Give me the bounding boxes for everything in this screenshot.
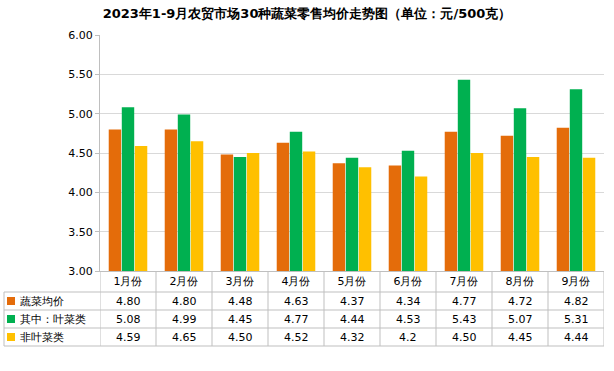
svg-text:4.50: 4.50 [68, 147, 93, 160]
svg-text:4.80: 4.80 [116, 295, 141, 308]
svg-text:4.63: 4.63 [284, 295, 309, 308]
svg-text:4月份: 4月份 [282, 275, 311, 288]
svg-text:4.82: 4.82 [564, 295, 589, 308]
svg-text:4.52: 4.52 [284, 331, 309, 344]
svg-text:9月份: 9月份 [562, 275, 591, 288]
svg-text:4.80: 4.80 [172, 295, 197, 308]
svg-text:5.00: 5.00 [68, 108, 93, 121]
svg-text:6.00: 6.00 [68, 29, 93, 42]
svg-text:4.44: 4.44 [340, 313, 365, 326]
svg-text:1月份: 1月份 [114, 275, 143, 288]
svg-text:8月份: 8月份 [506, 275, 535, 288]
svg-text:4.34: 4.34 [396, 295, 421, 308]
svg-text:蔬菜均价: 蔬菜均价 [20, 295, 64, 308]
svg-text:4.44: 4.44 [564, 331, 589, 344]
svg-text:4.00: 4.00 [68, 186, 93, 199]
svg-text:4.32: 4.32 [340, 331, 365, 344]
svg-text:4.2: 4.2 [399, 331, 417, 344]
svg-text:7月份: 7月份 [450, 275, 479, 288]
svg-text:5月份: 5月份 [338, 275, 367, 288]
svg-text:4.45: 4.45 [508, 331, 533, 344]
svg-text:2月份: 2月份 [170, 275, 199, 288]
svg-text:5.08: 5.08 [116, 313, 141, 326]
svg-text:4.45: 4.45 [228, 313, 253, 326]
svg-text:4.37: 4.37 [340, 295, 365, 308]
svg-text:4.77: 4.77 [452, 295, 477, 308]
svg-text:3.00: 3.00 [68, 265, 93, 278]
svg-text:6月份: 6月份 [394, 275, 423, 288]
svg-text:4.50: 4.50 [452, 331, 477, 344]
svg-text:4.59: 4.59 [116, 331, 141, 344]
svg-text:4.99: 4.99 [172, 313, 197, 326]
svg-text:3月份: 3月份 [226, 275, 255, 288]
svg-text:4.53: 4.53 [396, 313, 421, 326]
svg-text:3.50: 3.50 [68, 226, 93, 239]
svg-text:非叶菜类: 非叶菜类 [20, 331, 64, 344]
svg-text:4.50: 4.50 [228, 331, 253, 344]
svg-text:5.31: 5.31 [564, 313, 589, 326]
svg-text:2023年1-9月农贸市场30种蔬菜零售均价走势图（单位：元: 2023年1-9月农贸市场30种蔬菜零售均价走势图（单位：元/500克） [103, 6, 512, 21]
svg-text:4.77: 4.77 [284, 313, 309, 326]
svg-text:5.07: 5.07 [508, 313, 533, 326]
svg-text:5.43: 5.43 [452, 313, 477, 326]
svg-text:4.72: 4.72 [508, 295, 533, 308]
svg-text:4.65: 4.65 [172, 331, 197, 344]
svg-text:4.48: 4.48 [228, 295, 253, 308]
svg-text:其中：叶菜类: 其中：叶菜类 [20, 313, 86, 326]
svg-text:5.50: 5.50 [68, 68, 93, 81]
